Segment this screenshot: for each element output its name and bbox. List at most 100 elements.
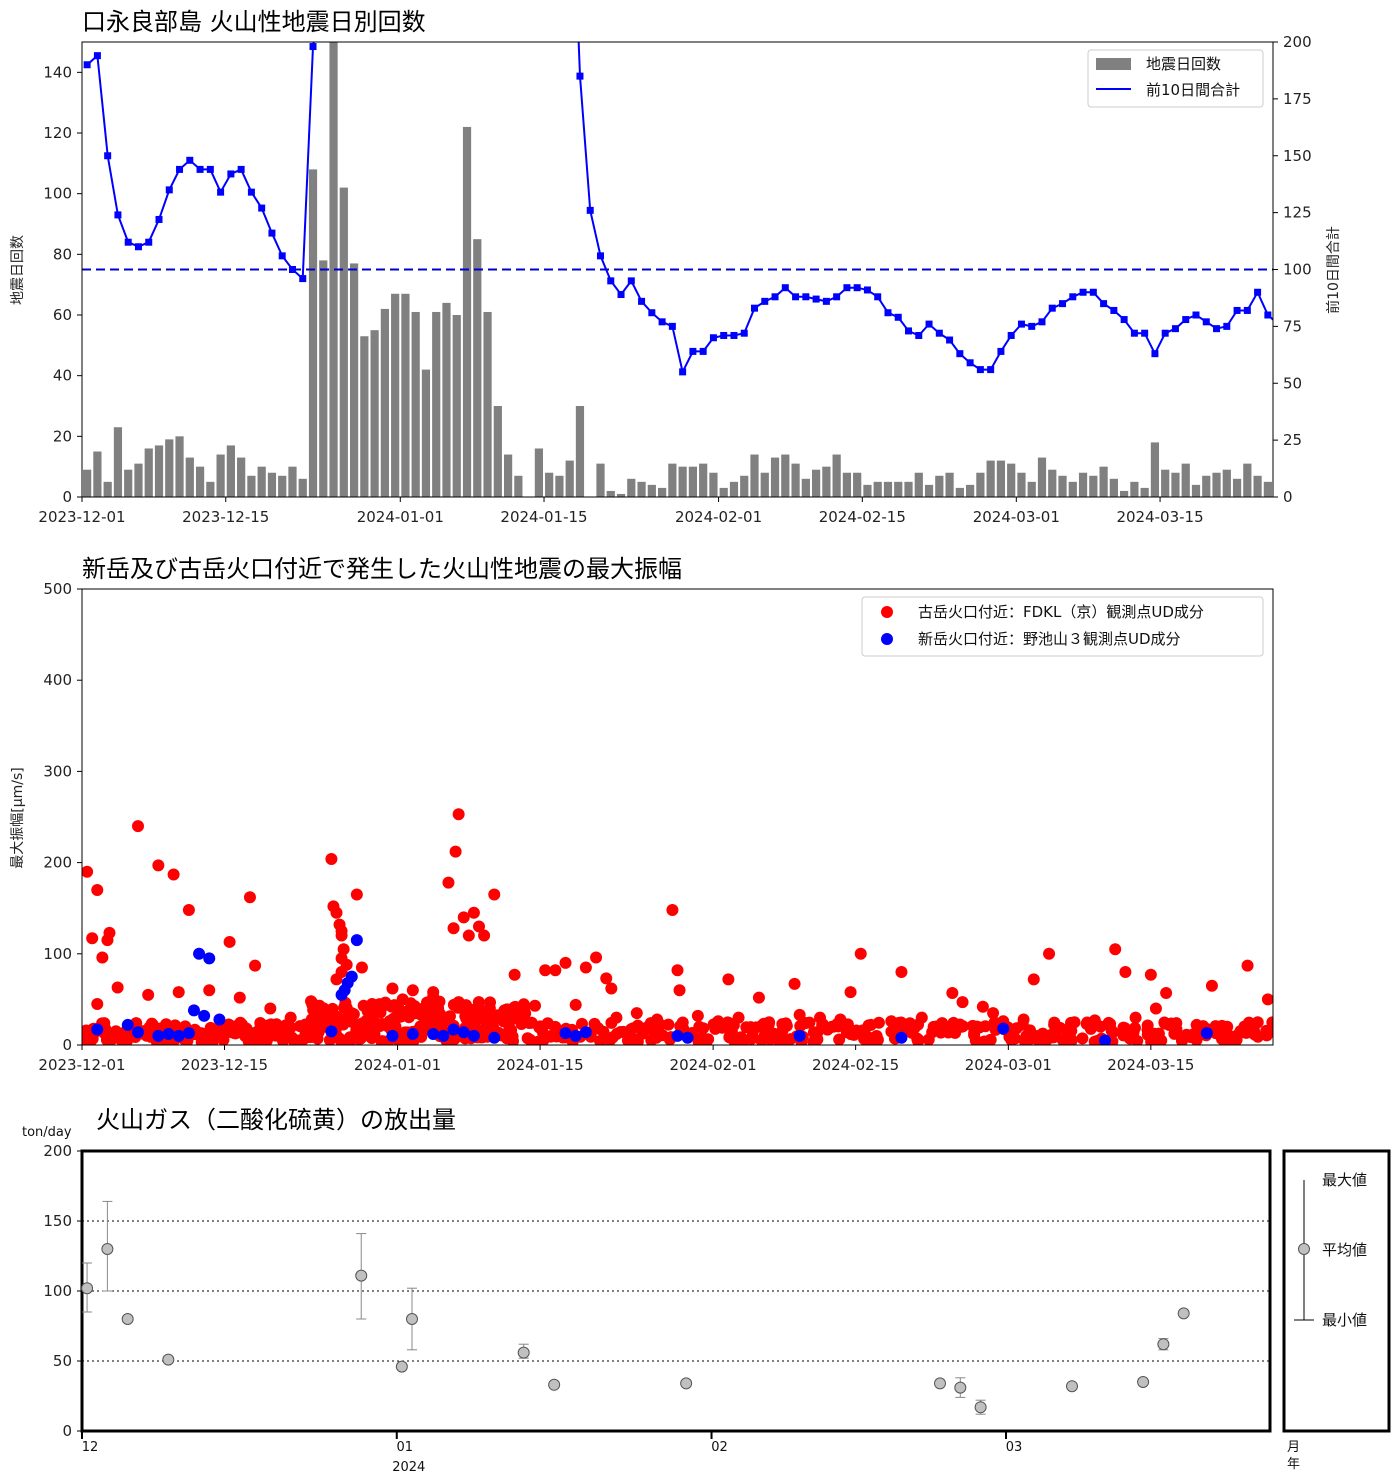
x-tick-label: 01 <box>396 1440 413 1455</box>
count-bar <box>986 460 995 497</box>
furudake-point <box>452 808 465 821</box>
furudake-point <box>712 1015 725 1028</box>
count-bar <box>1120 490 1129 497</box>
furudake-point <box>443 1010 456 1023</box>
furudake-point <box>269 1028 282 1041</box>
furudake-point <box>427 990 440 1003</box>
furudake-point <box>979 1020 992 1033</box>
count-bar <box>699 463 708 497</box>
furudake-point <box>691 1009 704 1022</box>
shindake-point <box>152 1029 165 1042</box>
emission-point <box>974 1401 987 1414</box>
count-bar <box>832 454 841 497</box>
count-bar <box>606 490 615 497</box>
furudake-point <box>86 932 99 945</box>
y2-tick-label: 125 <box>1283 204 1312 222</box>
shindake-point <box>187 1004 200 1017</box>
furudake-point <box>1230 1033 1243 1045</box>
line-marker <box>740 329 748 337</box>
furudake-point <box>449 845 462 858</box>
furudake-point <box>763 1016 776 1029</box>
count-bar <box>308 169 318 497</box>
y-tick-label: 100 <box>43 185 72 203</box>
furudake-point <box>579 961 592 974</box>
plot-frame <box>80 1149 1272 1433</box>
furudake-point <box>953 1018 966 1031</box>
line-marker <box>853 284 861 292</box>
count-bar <box>1191 484 1201 497</box>
count-bar <box>555 475 564 497</box>
furudake-point <box>108 1026 121 1039</box>
shindake-point <box>213 1013 226 1026</box>
count-bar <box>1232 478 1242 497</box>
line-marker <box>761 297 769 305</box>
count-bar <box>195 466 205 497</box>
y-tick-label: 100 <box>43 1282 72 1300</box>
furudake-point <box>506 1030 519 1043</box>
furudake-point <box>922 1033 935 1045</box>
count-bar <box>185 457 194 497</box>
month-unit-label: 月 <box>1287 1440 1300 1455</box>
furudake-point <box>457 911 470 924</box>
x-tick-label: 2024-03-15 <box>1107 1056 1194 1074</box>
shindake-point <box>131 1026 144 1039</box>
furudake-point <box>82 865 94 878</box>
furudake-point <box>330 973 343 986</box>
y-tick-label: 500 <box>43 580 72 598</box>
line-marker <box>586 206 594 214</box>
furudake-point <box>727 1034 740 1045</box>
count-bar <box>842 472 852 497</box>
furudake-point <box>697 1022 710 1035</box>
furudake-point <box>284 1021 297 1034</box>
furudake-point <box>483 1002 496 1015</box>
line-marker <box>658 318 666 326</box>
count-bar <box>1017 472 1026 497</box>
count-bar <box>822 466 831 497</box>
furudake-point <box>1088 1014 1101 1027</box>
furudake-point <box>758 1028 771 1041</box>
x-tick-label: 2024-03-01 <box>965 1056 1052 1074</box>
legend-bar-label: 地震日回数 <box>1146 55 1221 73</box>
shindake-point <box>488 1031 501 1044</box>
count-bar <box>883 481 893 497</box>
furudake-point <box>1160 987 1173 1000</box>
furudake-point <box>984 1033 997 1045</box>
furudake-point <box>864 1018 877 1031</box>
line-marker <box>299 275 307 283</box>
count-bar <box>391 293 400 497</box>
count-bar <box>1222 469 1231 497</box>
year-label: 2024 <box>392 1460 425 1474</box>
furudake-point <box>376 1000 389 1013</box>
line-marker <box>833 293 841 301</box>
count-bar <box>165 439 174 497</box>
furudake-point <box>345 1007 358 1020</box>
count-bar <box>1202 475 1211 497</box>
y-tick-label: 100 <box>43 945 72 963</box>
count-bar <box>1171 472 1180 497</box>
line-marker <box>104 152 112 160</box>
year-unit-label: 年 <box>1287 1457 1300 1472</box>
count-bar <box>278 475 287 497</box>
y-tick-label: 150 <box>43 1212 72 1230</box>
legend-shindake-marker <box>881 633 893 645</box>
furudake-point <box>559 956 572 969</box>
shindake-point <box>350 934 363 947</box>
furudake-point <box>337 943 350 956</box>
furudake-point <box>346 1015 359 1028</box>
y-tick-label: 120 <box>43 124 72 142</box>
furudake-point <box>549 964 562 977</box>
count-bar <box>719 487 728 497</box>
count-bar <box>247 475 256 497</box>
line-marker <box>268 229 276 237</box>
count-bar <box>534 448 543 497</box>
furudake-point <box>417 1002 430 1015</box>
furudake-point <box>895 1016 908 1029</box>
count-bar <box>996 460 1006 497</box>
furudake-point <box>452 996 465 1009</box>
count-bar <box>976 472 985 497</box>
line-marker <box>894 313 902 321</box>
shindake-point <box>559 1027 572 1040</box>
shindake-point <box>386 1029 399 1042</box>
legend-furudake-marker <box>881 606 893 618</box>
count-bar <box>791 463 800 497</box>
